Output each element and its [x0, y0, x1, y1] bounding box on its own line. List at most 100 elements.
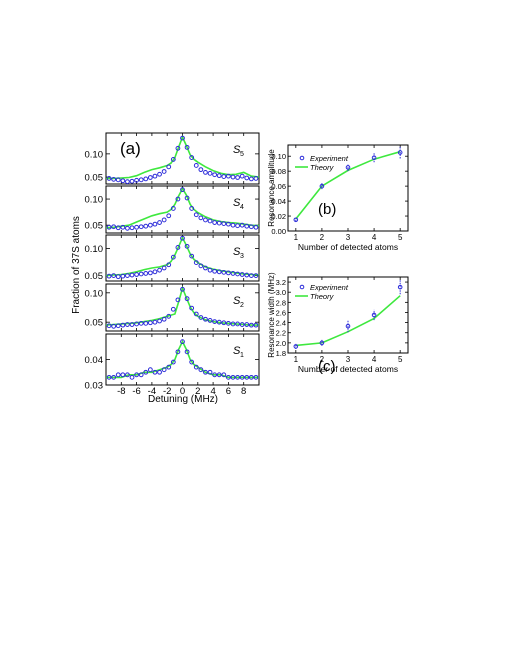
experiment-point [184, 296, 190, 302]
x-tick-label: 2 [320, 233, 325, 242]
x-tick-label: 4 [372, 233, 377, 242]
experiment-point [134, 321, 140, 327]
y-tick-label: 2.4 [276, 319, 286, 328]
experiment-point [193, 311, 199, 317]
y-tick-label: 0.10 [85, 244, 104, 255]
experiment-point [193, 163, 199, 168]
experiment-point [207, 218, 213, 224]
experiment-point [120, 178, 126, 184]
experiment-point [147, 175, 153, 180]
panel-a-label: (a) [120, 139, 141, 158]
plot-frame [287, 276, 409, 354]
legend-experiment-label: Experiment [310, 283, 349, 292]
experiment-point [166, 262, 172, 268]
subplot-label: S [233, 246, 241, 258]
experiment-point [138, 320, 144, 326]
experiment-point [161, 316, 167, 322]
experiment-point [157, 171, 162, 177]
experiment-point [216, 319, 222, 325]
experiment-point [207, 170, 213, 176]
experiment-point [134, 177, 140, 183]
experiment-point [203, 369, 208, 375]
y-tick-label: 0.03 [85, 381, 104, 392]
x-tick-label: 4 [210, 386, 215, 397]
experiment-point [147, 222, 153, 228]
experiment-point [152, 269, 158, 275]
experiment-point [125, 225, 130, 231]
experiment-point [161, 169, 167, 174]
y-tick-label: 0.04 [85, 355, 104, 366]
subplot-label-subscript: 2 [240, 302, 244, 309]
theory-line [106, 339, 259, 379]
experiment-point [230, 174, 236, 180]
experiment-point [161, 367, 167, 373]
experiment-point [115, 177, 121, 183]
x-tick-label: -8 [117, 386, 125, 397]
subplot-label-subscript: 4 [240, 204, 244, 211]
experiment-point [166, 313, 172, 319]
experiment-point [147, 320, 153, 326]
experiment-point [371, 312, 377, 318]
y-tick-label: 0.00 [271, 227, 286, 236]
experiment-point [184, 195, 190, 201]
experiment-point [221, 269, 227, 275]
x-tick-label: 3 [346, 233, 351, 242]
experiment-point [226, 221, 231, 227]
experiment-point [175, 245, 181, 250]
x-tick-label: 5 [398, 355, 403, 364]
y-tick-label: 0.02 [271, 212, 286, 221]
panel-c-plot: 1 2 3 4 5 1.82.02.22.4 2.62.83.03.2 Number of d… [267, 272, 409, 374]
subplot-label: S [233, 345, 241, 357]
experiment-point [166, 364, 172, 370]
experiment-point [244, 374, 250, 380]
experiment-point [226, 270, 231, 276]
experiment-point [239, 374, 245, 380]
subplot-s3: 0.05 0.10 S 3 [85, 234, 260, 282]
experiment-point [143, 369, 149, 375]
experiment-point [248, 273, 254, 278]
experiment-point [184, 349, 190, 355]
x-tick-label: 1 [294, 233, 299, 242]
experiment-point [161, 217, 167, 223]
experiment-point [193, 260, 199, 266]
experiment-point [244, 322, 250, 327]
plot-frame [287, 144, 409, 232]
experiment-point [115, 372, 121, 378]
experiment-point [138, 271, 144, 277]
subplot-s2: 0.05 0.10 S 2 [85, 283, 260, 332]
experiment-point [244, 272, 250, 278]
experiment-point [170, 206, 176, 211]
experiment-point [106, 176, 112, 181]
experiment-point [203, 217, 208, 223]
experiment-point [129, 322, 135, 327]
experiment-point [157, 267, 162, 273]
subplot-label: S [233, 144, 241, 156]
experiment-point [166, 213, 172, 219]
experiment-point [189, 155, 195, 160]
subplot-label-subscript: 5 [240, 151, 244, 158]
y-tick-label: 2.0 [276, 339, 286, 348]
experiment-point [106, 224, 112, 230]
experiment-point [203, 170, 208, 175]
experiment-point [170, 359, 176, 365]
experiment-point [319, 340, 325, 346]
experiment-point [138, 224, 144, 230]
y-tick-label: 0.05 [85, 221, 104, 232]
experiment-point [115, 323, 121, 329]
subplot-label-subscript: 3 [240, 253, 244, 260]
experiment-point [216, 372, 222, 378]
x-tick-label: 5 [398, 233, 403, 242]
experiment-point [253, 176, 259, 181]
experiment-point [230, 374, 236, 380]
experiment-point [180, 235, 185, 241]
panel-b-plot: 1 2 3 4 5 0.00 0.02 0.04 0.06 0.08 0.10 Number of d… [267, 144, 409, 252]
experiment-point [239, 222, 245, 228]
experiment-point [189, 305, 195, 311]
experiment-point [230, 222, 236, 228]
experiment-point [235, 175, 240, 180]
experiment-point [397, 150, 403, 155]
experiment-point [175, 196, 181, 202]
experiment-point [157, 369, 162, 375]
experiment-point [345, 323, 351, 329]
experiment-point [152, 221, 158, 227]
